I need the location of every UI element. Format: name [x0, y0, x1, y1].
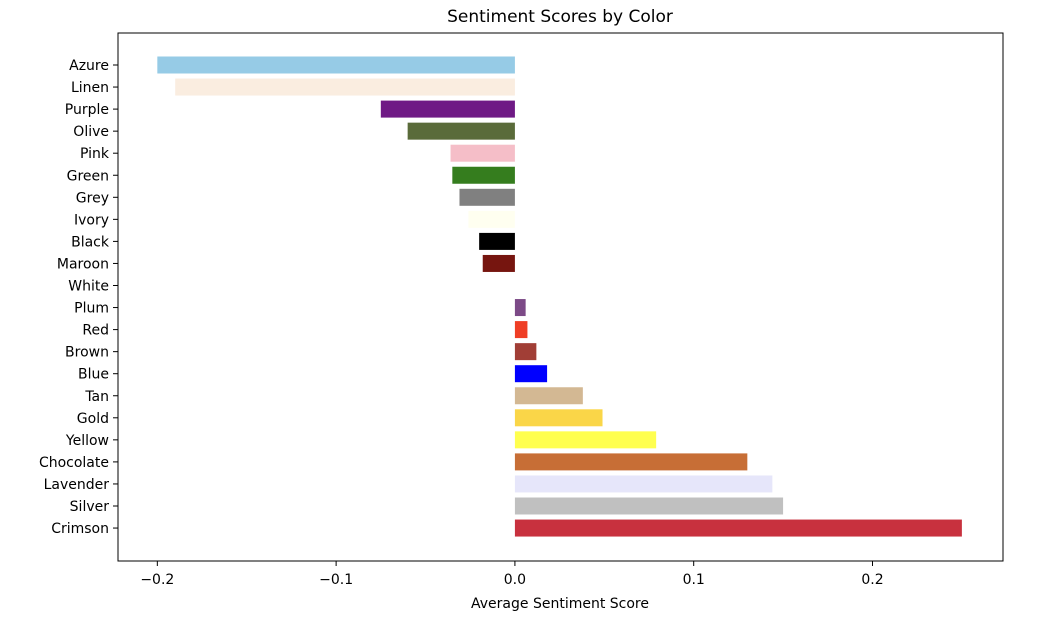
bar-linen	[175, 78, 515, 96]
y-tick-label: White	[68, 279, 109, 295]
y-tick-label: Ivory	[74, 212, 109, 228]
y-tick-label: Blue	[78, 367, 109, 383]
bar-grey	[459, 188, 515, 206]
bar-plum	[514, 299, 526, 317]
bar-lavender	[514, 475, 773, 493]
bar-pink	[450, 144, 515, 162]
bar-green	[452, 166, 515, 184]
y-tick-label: Maroon	[57, 256, 109, 272]
x-tick-label: 0.2	[861, 572, 883, 588]
bar-brown	[514, 343, 537, 361]
x-tick-label: 0.0	[504, 572, 526, 588]
bar-crimson	[514, 519, 962, 537]
bar-olive	[407, 122, 515, 140]
x-tick-label: −0.2	[140, 572, 174, 588]
bar-red	[514, 321, 528, 339]
y-tick-label: Red	[82, 323, 109, 339]
y-tick-label: Green	[67, 168, 109, 184]
bar-azure	[157, 56, 515, 74]
y-tick-label: Purple	[65, 102, 109, 118]
bar-chocolate	[514, 453, 748, 471]
y-tick-label: Tan	[84, 389, 109, 405]
bar-blue	[514, 365, 548, 383]
x-axis-ticks: −0.2 −0.1 0.0 0.1 0.2	[140, 561, 884, 588]
y-tick-label: Black	[71, 234, 110, 250]
bar-black	[479, 232, 515, 250]
chart-title: Sentiment Scores by Color	[447, 7, 673, 27]
y-tick-label: Lavender	[44, 477, 110, 493]
y-tick-label: Grey	[76, 190, 109, 206]
y-tick-label: Pink	[80, 146, 110, 162]
y-tick-label: Crimson	[51, 521, 109, 537]
plot-frame	[117, 32, 1004, 562]
y-tick-label: Yellow	[65, 433, 109, 449]
y-tick-label: Plum	[74, 301, 109, 317]
bars-group	[157, 56, 962, 537]
bar-gold	[514, 409, 603, 427]
bar-tan	[514, 387, 583, 405]
y-tick-label: Chocolate	[39, 455, 109, 471]
bar-silver	[514, 497, 784, 515]
y-tick-label: Silver	[70, 499, 110, 515]
bar-maroon	[482, 254, 515, 272]
x-axis-label: Average Sentiment Score	[471, 596, 649, 612]
y-tick-label: Gold	[77, 411, 109, 427]
y-tick-label: Linen	[71, 80, 109, 96]
x-tick-label: −0.1	[319, 572, 353, 588]
bar-purple	[380, 100, 515, 118]
bar-ivory	[468, 210, 515, 228]
x-tick-label: 0.1	[683, 572, 705, 588]
bar-yellow	[514, 431, 657, 449]
y-tick-label: Brown	[65, 345, 109, 361]
y-tick-label: Azure	[69, 58, 109, 74]
y-tick-label: Olive	[73, 124, 109, 140]
y-axis-ticks: Azure Linen Purple Olive Pink Green Grey Ivory B…	[39, 58, 118, 537]
